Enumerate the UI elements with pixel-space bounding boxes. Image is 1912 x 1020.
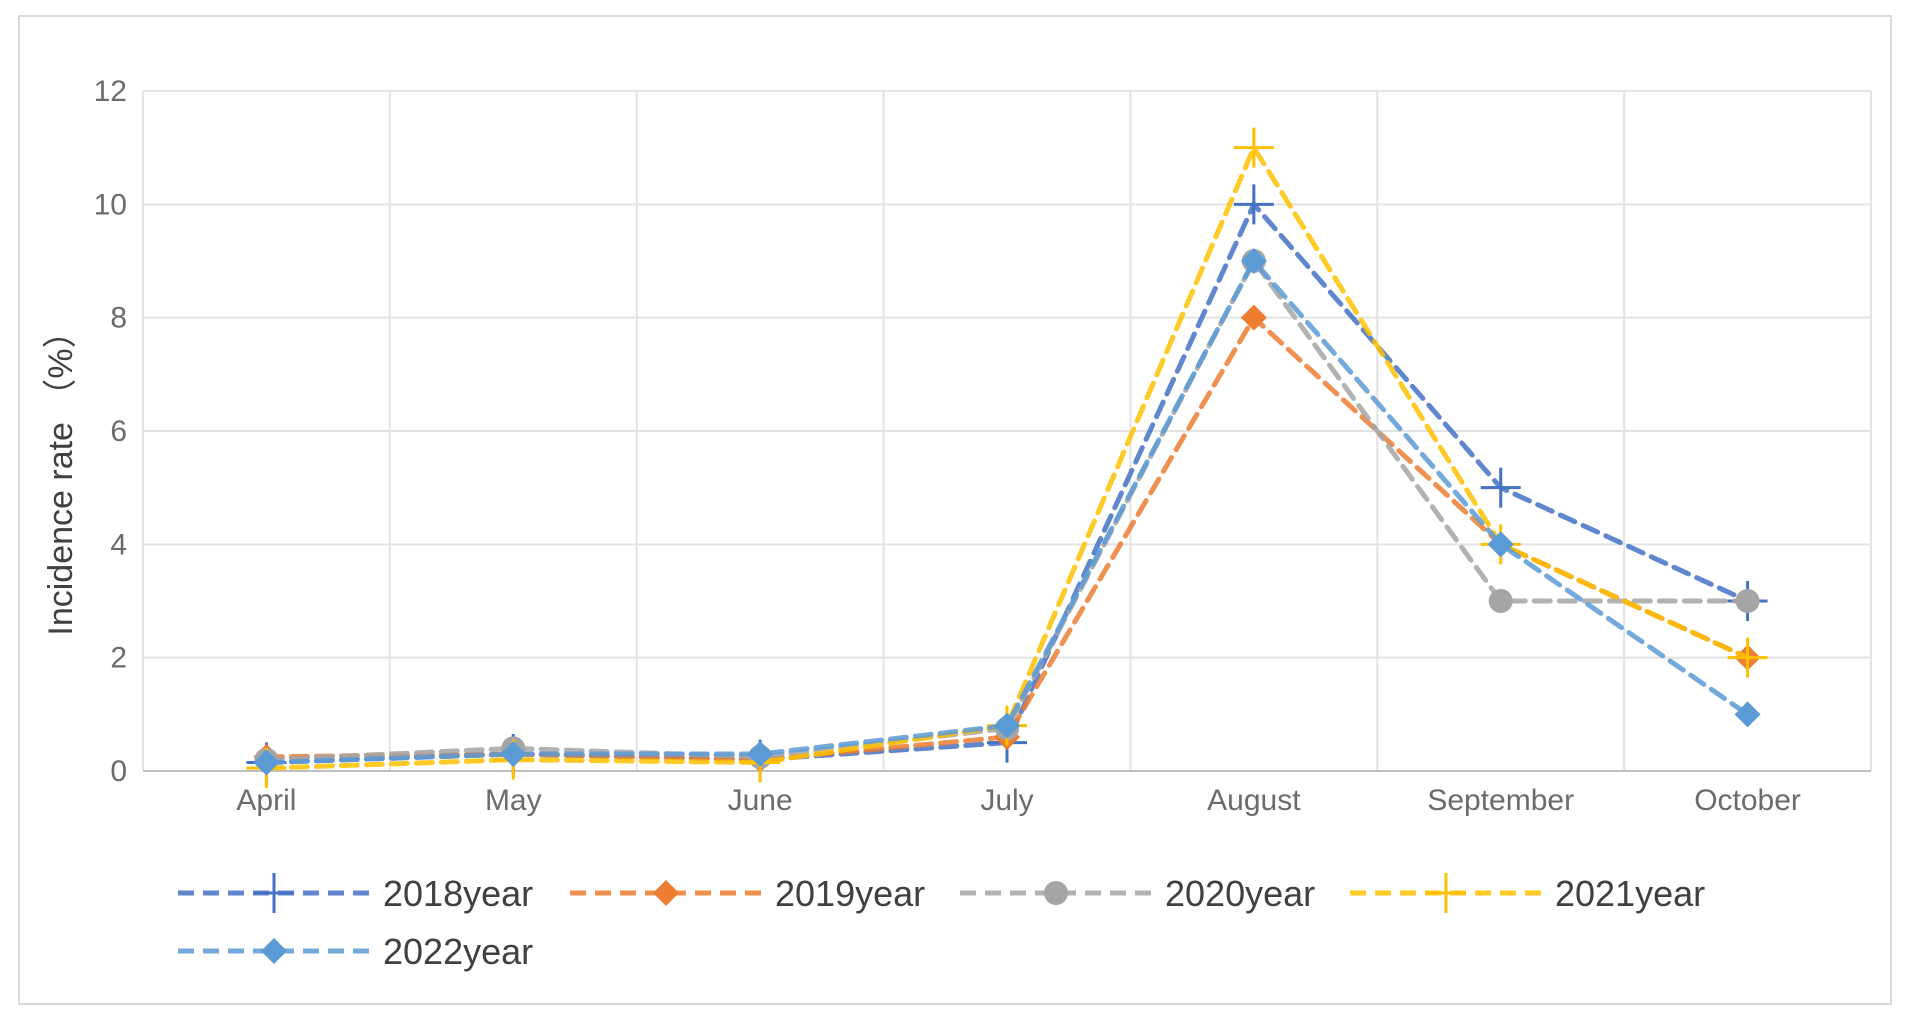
y-tick-label: 2: [110, 642, 127, 675]
legend-label: 2022year: [383, 931, 533, 972]
data-point-marker: [1487, 531, 1514, 558]
data-point-marker: [261, 938, 287, 964]
legend-item: 2019year: [570, 873, 925, 914]
data-point-marker: [500, 741, 527, 767]
data-point-marker: [1240, 304, 1267, 331]
data-point-marker: [1240, 248, 1267, 274]
data-point-marker: [747, 741, 774, 767]
x-tick-label: September: [1427, 784, 1574, 817]
legend-item: 2021year: [1350, 873, 1705, 914]
legend-label: 2020year: [1165, 873, 1315, 914]
legend-item: 2018year: [178, 873, 533, 914]
data-point-marker: [653, 880, 679, 906]
y-tick-label: 10: [94, 188, 127, 221]
x-tick-label: August: [1207, 784, 1301, 817]
data-point-marker: [1488, 589, 1513, 613]
data-point-marker: [1426, 873, 1466, 913]
y-tick-label: 0: [110, 755, 127, 788]
series-line: [263, 199, 1751, 765]
y-tick-label: 6: [110, 415, 127, 448]
data-point-marker: [253, 749, 280, 776]
x-tick-label: May: [485, 784, 542, 817]
series-2021year: [246, 127, 1768, 789]
series-2019year: [253, 304, 1761, 773]
data-point-marker: [994, 712, 1020, 739]
legend-label: 2018year: [383, 873, 533, 914]
legend-label: 2021year: [1555, 873, 1705, 914]
series-group: [246, 127, 1768, 789]
series-line: [263, 256, 1751, 763]
data-point-marker: [1233, 127, 1274, 168]
series-line: [263, 256, 1751, 765]
y-tick-label: 12: [94, 75, 127, 108]
series-2022year: [253, 248, 1761, 776]
x-tick-label: June: [728, 784, 793, 817]
chart-frame: [18, 15, 1892, 1005]
legend-label: 2019year: [775, 873, 925, 914]
series-line: [263, 142, 1751, 771]
legend-item: 2022year: [178, 931, 533, 972]
y-tick-label: 4: [110, 528, 127, 561]
series-2018year: [246, 184, 1768, 783]
axes: 0 2 4 6 8 10 12 April May June July August September…: [94, 75, 1871, 817]
data-point-marker: [1735, 589, 1760, 613]
legend-item: 2020year: [960, 873, 1315, 914]
data-point-marker: [1480, 467, 1521, 508]
data-point-marker: [1233, 184, 1274, 225]
data-point-marker: [1727, 637, 1768, 678]
data-point-marker: [254, 873, 294, 913]
series-2020year: [254, 249, 1760, 772]
series-line: [263, 313, 1751, 763]
x-tick-label: July: [980, 784, 1033, 817]
data-point-marker: [1734, 701, 1761, 728]
grid-lines: [142, 90, 1872, 771]
data-point-marker: [1044, 881, 1068, 905]
x-tick-label: April: [236, 784, 296, 817]
legend: 2018year 2019year 2020year 2021year 2022year: [178, 873, 1705, 972]
y-tick-label: 8: [110, 302, 127, 335]
x-tick-label: October: [1694, 784, 1801, 817]
y-axis-label: Incidence rate （%）: [42, 314, 80, 635]
